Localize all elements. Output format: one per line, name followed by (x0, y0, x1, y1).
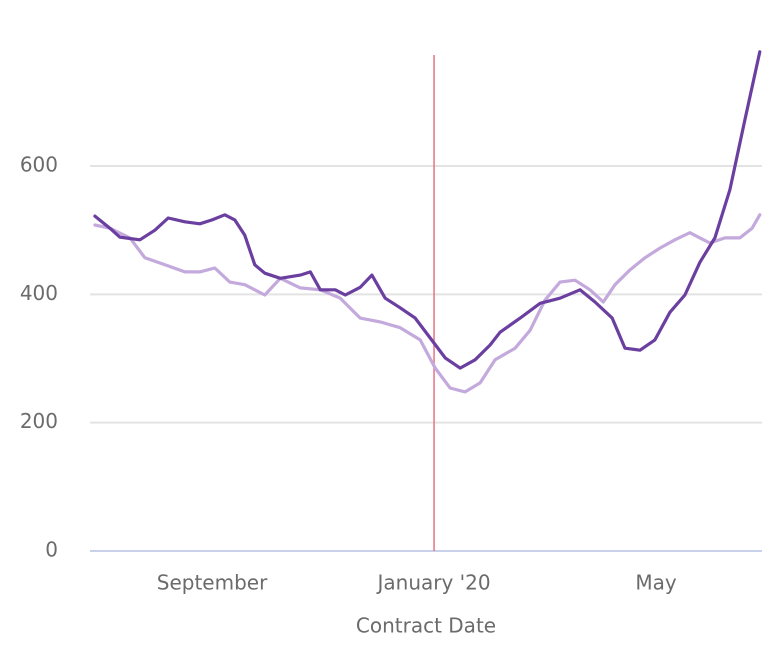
line-series (93, 50, 762, 370)
x-tick-label: January '20 (375, 571, 490, 595)
x-tick-label: May (635, 571, 677, 595)
x-tick-label: September (157, 571, 268, 595)
y-tick-label: 400 (20, 281, 58, 305)
y-tick-label: 600 (20, 153, 58, 177)
line-series (93, 213, 762, 394)
x-axis-title: Contract Date (356, 614, 496, 638)
y-tick-label: 0 (45, 538, 58, 562)
y-tick-label: 200 (20, 409, 58, 433)
